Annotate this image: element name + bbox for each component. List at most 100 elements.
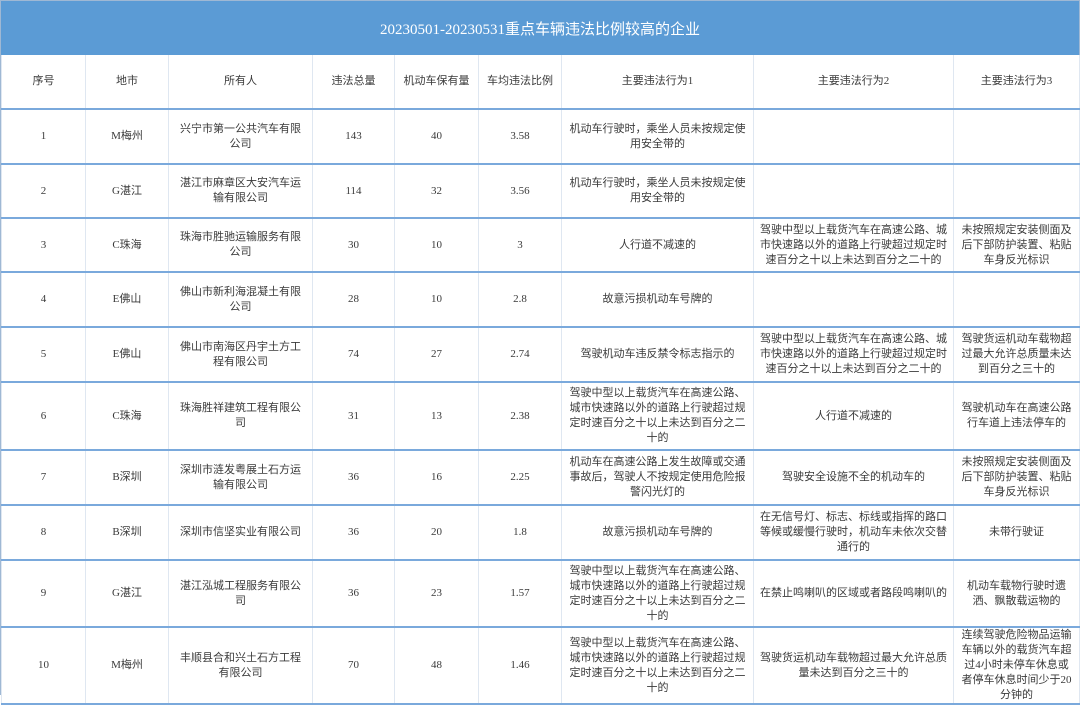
- cell-index: 5: [1, 327, 86, 383]
- cell-violation-ratio: 2.74: [478, 327, 562, 383]
- cell-city: G湛江: [85, 164, 169, 219]
- cell-main-violation-1: 机动车在高速公路上发生故障或交通事故后，驾驶人不按规定使用危险报警闪光灯的: [561, 450, 754, 506]
- table-row: 10 M梅州 丰顺县合和兴土石方工程有限公司 70 48 1.46 驾驶中型以上载货汽车在高…: [1, 627, 1080, 705]
- cell-vehicle-count: 10: [394, 272, 479, 328]
- table-row: 4 E佛山 佛山市新利海混凝土有限公司 28 10 2.8 故意污损机动车号牌的: [1, 272, 1080, 328]
- cell-total-violations: 36: [312, 505, 395, 561]
- cell-owner: 珠海胜祥建筑工程有限公司: [168, 382, 313, 451]
- cell-main-violation-2: [753, 272, 954, 328]
- cell-main-violation-2: 驾驶安全设施不全的机动车的: [753, 450, 954, 506]
- cell-main-violation-3: 未按照规定安装侧面及后下部防护装置、粘贴车身反光标识: [953, 218, 1080, 273]
- cell-city: E佛山: [85, 272, 169, 328]
- cell-city: M梅州: [85, 627, 169, 705]
- cell-city: C珠海: [85, 218, 169, 273]
- column-header-main-violation-3: 主要违法行为3: [953, 55, 1080, 110]
- cell-main-violation-2: 驾驶中型以上载货汽车在高速公路、城市快速路以外的道路上行驶超过规定时速百分之十以…: [753, 327, 954, 383]
- cell-main-violation-2: 驾驶货运机动车载物超过最大允许总质量未达到百分之三十的: [753, 627, 954, 705]
- cell-vehicle-count: 27: [394, 327, 479, 383]
- cell-vehicle-count: 48: [394, 627, 479, 705]
- cell-main-violation-1: 驾驶中型以上载货汽车在高速公路、城市快速路以外的道路上行驶超过规定时速百分之十以…: [561, 627, 754, 705]
- column-header-owner: 所有人: [168, 55, 313, 110]
- cell-main-violation-3: [953, 164, 1080, 219]
- table-row: 5 E佛山 佛山市南海区丹宇土方工程有限公司 74 27 2.74 驾驶机动车违反禁令标志指…: [1, 327, 1080, 383]
- cell-city: C珠海: [85, 382, 169, 451]
- table-row: 6 C珠海 珠海胜祥建筑工程有限公司 31 13 2.38 驾驶中型以上载货汽车在高速公路、…: [1, 382, 1080, 451]
- cell-city: M梅州: [85, 109, 169, 165]
- cell-index: 3: [1, 218, 86, 273]
- cell-owner: 丰顺县合和兴土石方工程有限公司: [168, 627, 313, 705]
- cell-owner: 佛山市南海区丹宇土方工程有限公司: [168, 327, 313, 383]
- table-title: 20230501-20230531重点车辆违法比例较高的企业: [1, 0, 1079, 55]
- cell-violation-ratio: 3.58: [478, 109, 562, 165]
- column-header-city: 地市: [85, 55, 169, 110]
- cell-index: 9: [1, 560, 86, 628]
- cell-total-violations: 30: [312, 218, 395, 273]
- cell-main-violation-1: 故意污损机动车号牌的: [561, 505, 754, 561]
- table-row: 2 G湛江 湛江市麻章区大安汽车运输有限公司 114 32 3.56 机动车行驶时，乘坐人员…: [1, 164, 1080, 219]
- column-header-main-violation-1: 主要违法行为1: [561, 55, 754, 110]
- cell-vehicle-count: 32: [394, 164, 479, 219]
- cell-vehicle-count: 10: [394, 218, 479, 273]
- cell-owner: 湛江泓城工程服务有限公司: [168, 560, 313, 628]
- cell-main-violation-3: 未按照规定安装侧面及后下部防护装置、粘贴车身反光标识: [953, 450, 1080, 506]
- cell-index: 10: [1, 627, 86, 705]
- cell-main-violation-2: 在无信号灯、标志、标线或指挥的路口等候或缓慢行驶时，机动车未依次交替通行的: [753, 505, 954, 561]
- cell-main-violation-3: [953, 109, 1080, 165]
- cell-index: 7: [1, 450, 86, 506]
- cell-main-violation-3: [953, 272, 1080, 328]
- cell-index: 6: [1, 382, 86, 451]
- cell-city: B深圳: [85, 505, 169, 561]
- cell-violation-ratio: 1.46: [478, 627, 562, 705]
- cell-main-violation-1: 机动车行驶时，乘坐人员未按规定使用安全带的: [561, 164, 754, 219]
- cell-violation-ratio: 1.8: [478, 505, 562, 561]
- cell-main-violation-2: 驾驶中型以上载货汽车在高速公路、城市快速路以外的道路上行驶超过规定时速百分之十以…: [753, 218, 954, 273]
- cell-city: G湛江: [85, 560, 169, 628]
- cell-main-violation-1: 人行道不减速的: [561, 218, 754, 273]
- cell-violation-ratio: 2.8: [478, 272, 562, 328]
- cell-owner: 深圳市信坚实业有限公司: [168, 505, 313, 561]
- cell-index: 8: [1, 505, 86, 561]
- cell-main-violation-2: 在禁止鸣喇叭的区域或者路段鸣喇叭的: [753, 560, 954, 628]
- cell-vehicle-count: 16: [394, 450, 479, 506]
- cell-city: E佛山: [85, 327, 169, 383]
- cell-main-violation-2: [753, 109, 954, 165]
- table-row: 9 G湛江 湛江泓城工程服务有限公司 36 23 1.57 驾驶中型以上载货汽车在高速公路、…: [1, 560, 1080, 628]
- cell-vehicle-count: 13: [394, 382, 479, 451]
- cell-main-violation-3: 驾驶机动车在高速公路行车道上违法停车的: [953, 382, 1080, 451]
- cell-total-violations: 36: [312, 450, 395, 506]
- cell-main-violation-3: 未带行驶证: [953, 505, 1080, 561]
- table-row: 7 B深圳 深圳市涟发粤展土石方运输有限公司 36 16 2.25 机动车在高速公路上发生故…: [1, 450, 1080, 506]
- cell-main-violation-1: 故意污损机动车号牌的: [561, 272, 754, 328]
- column-header-vehicle-count: 机动车保有量: [394, 55, 479, 110]
- cell-owner: 佛山市新利海混凝土有限公司: [168, 272, 313, 328]
- table-row: 3 C珠海 珠海市胜驰运输服务有限公司 30 10 3 人行道不减速的 驾驶中型以上载货汽车在…: [1, 218, 1080, 273]
- cell-violation-ratio: 2.38: [478, 382, 562, 451]
- cell-total-violations: 74: [312, 327, 395, 383]
- cell-total-violations: 114: [312, 164, 395, 219]
- cell-owner: 兴宁市第一公共汽车有限公司: [168, 109, 313, 165]
- cell-total-violations: 28: [312, 272, 395, 328]
- cell-violation-ratio: 2.25: [478, 450, 562, 506]
- cell-main-violation-2: 人行道不减速的: [753, 382, 954, 451]
- table-row: 1 M梅州 兴宁市第一公共汽车有限公司 143 40 3.58 机动车行驶时，乘坐人员未按规…: [1, 109, 1080, 165]
- cell-violation-ratio: 3.56: [478, 164, 562, 219]
- cell-total-violations: 31: [312, 382, 395, 451]
- cell-owner: 深圳市涟发粤展土石方运输有限公司: [168, 450, 313, 506]
- cell-index: 1: [1, 109, 86, 165]
- cell-main-violation-2: [753, 164, 954, 219]
- column-header-violation-ratio: 车均违法比例: [478, 55, 562, 110]
- cell-index: 2: [1, 164, 86, 219]
- cell-main-violation-1: 驾驶机动车违反禁令标志指示的: [561, 327, 754, 383]
- cell-index: 4: [1, 272, 86, 328]
- violation-table: 序号 地市 所有人 违法总量 机动车保有量 车均违法比例 主要违法行为1 主要违法行为2 主要违…: [1, 55, 1080, 705]
- column-header-main-violation-2: 主要违法行为2: [753, 55, 954, 110]
- cell-vehicle-count: 20: [394, 505, 479, 561]
- column-header-index: 序号: [1, 55, 86, 110]
- cell-total-violations: 70: [312, 627, 395, 705]
- cell-violation-ratio: 3: [478, 218, 562, 273]
- cell-main-violation-3: 驾驶货运机动车载物超过最大允许总质量未达到百分之三十的: [953, 327, 1080, 383]
- cell-main-violation-3: 机动车载物行驶时遗洒、飘散载运物的: [953, 560, 1080, 628]
- cell-city: B深圳: [85, 450, 169, 506]
- cell-owner: 湛江市麻章区大安汽车运输有限公司: [168, 164, 313, 219]
